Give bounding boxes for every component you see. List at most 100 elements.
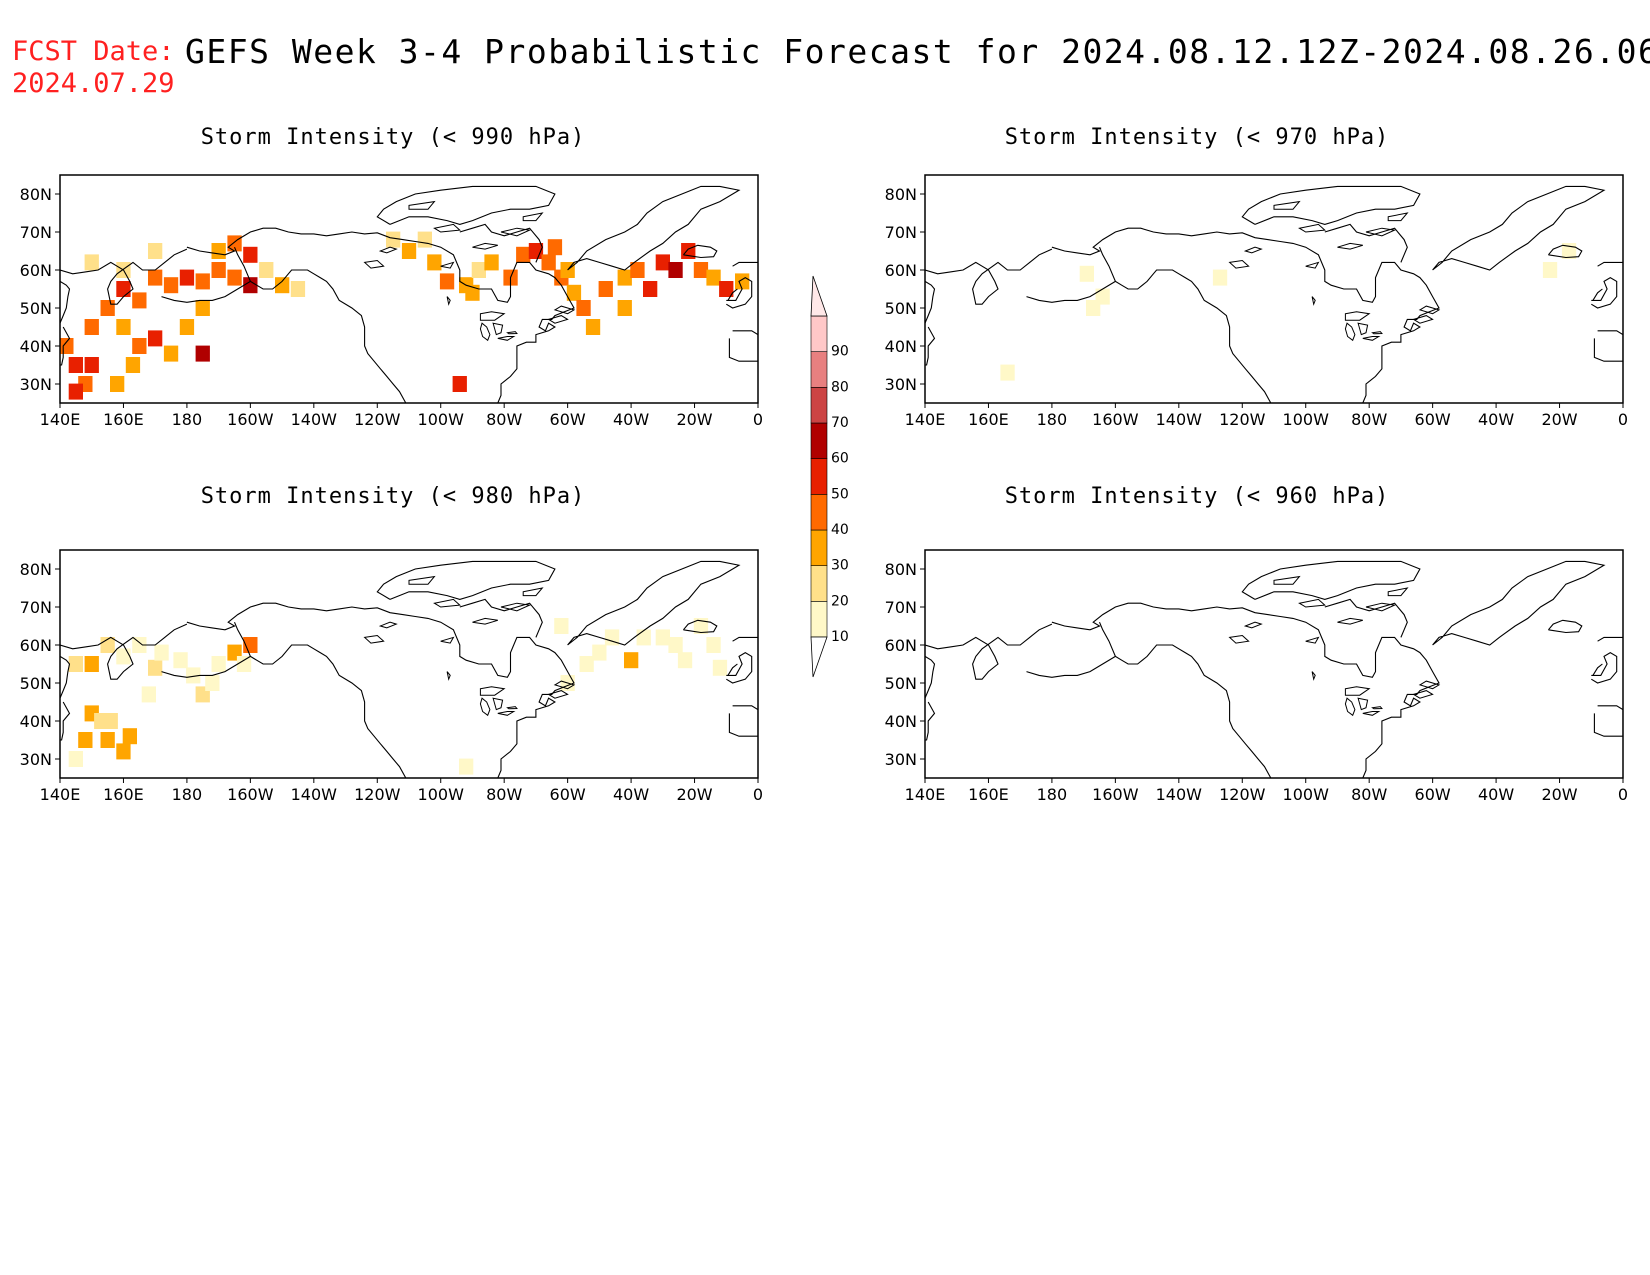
lon-tick-label: 160E [103, 410, 144, 429]
coastline [925, 326, 936, 366]
island-outline [1412, 315, 1434, 324]
probability-cell [243, 246, 258, 263]
lake-outline [1311, 296, 1316, 306]
island-outline [1365, 602, 1397, 612]
probability-cell [186, 667, 201, 684]
lat-tick-label: 60N [20, 261, 52, 280]
lon-tick-label: 120W [1219, 410, 1266, 429]
probability-cell [84, 254, 99, 271]
lake-outline [1344, 322, 1356, 342]
island-outline [522, 587, 544, 597]
probability-cell [1000, 364, 1015, 381]
lat-tick-label: 70N [885, 598, 917, 617]
lon-tick-label: 40W [613, 785, 649, 804]
lat-tick-label: 30N [885, 375, 917, 394]
coastline [732, 261, 758, 267]
panel-title-980: Storm Intensity (< 980 hPa) [200, 484, 586, 509]
coastline [925, 280, 936, 324]
probability-cell [655, 629, 670, 646]
lon-tick-label: 80W [1351, 785, 1387, 804]
probability-cell [227, 269, 242, 286]
probability-cell [103, 713, 118, 729]
probability-cell [236, 656, 252, 672]
coastline [376, 560, 556, 600]
probability-cell [68, 383, 83, 400]
lon-tick-label: 60W [1415, 785, 1451, 804]
colorbar-segment [810, 601, 828, 638]
probability-cell [148, 269, 163, 286]
island-outline [1298, 598, 1326, 608]
lon-tick-label: 140W [291, 785, 338, 804]
panel-title-990: Storm Intensity (< 990 hPa) [200, 125, 586, 150]
lat-tick-label: 60N [20, 636, 52, 655]
coastline [1051, 602, 1440, 778]
lake-outline [1243, 621, 1263, 629]
coastline [233, 621, 407, 778]
lake-outline [497, 336, 516, 341]
probability-cell [211, 262, 226, 278]
coastline [1597, 261, 1623, 267]
coastlines [60, 560, 758, 778]
colorbar-label: 70 [831, 415, 849, 431]
lake-outline [479, 686, 506, 696]
coastline [459, 598, 543, 638]
lake-outline [446, 671, 451, 681]
probability-field [60, 231, 750, 400]
lon-tick-label: 140E [40, 785, 81, 804]
coastline [925, 655, 936, 699]
lon-tick-label: 40W [1478, 785, 1514, 804]
coastline [726, 651, 753, 684]
lon-tick-label: 120W [354, 785, 401, 804]
lat-tick-label: 50N [885, 674, 917, 693]
island-outline [553, 305, 576, 315]
lon-tick-label: 160W [1092, 785, 1139, 804]
lon-tick-label: 180 [1037, 410, 1068, 429]
island-outline [408, 575, 436, 585]
probability-cell [68, 751, 83, 767]
map-frame [59, 174, 759, 404]
lake-outline [1243, 246, 1263, 254]
lake-outline [1305, 636, 1320, 644]
island-outline [553, 680, 576, 690]
probability-cell [84, 319, 99, 335]
probability-cell [110, 376, 125, 392]
lon-tick-label: 160W [1092, 410, 1139, 429]
island-outline [1418, 305, 1441, 315]
lat-tick-label: 50N [885, 299, 917, 318]
lon-tick-label: 160E [968, 785, 1009, 804]
coastline [1547, 244, 1583, 259]
probability-cell [179, 269, 195, 286]
lat-tick-label: 40N [20, 712, 52, 731]
island-outline [1273, 200, 1301, 210]
probability-cell [516, 246, 531, 263]
lat-tick-label: 30N [20, 750, 52, 769]
coastline [233, 246, 407, 403]
lon-tick-label: 160E [968, 410, 1009, 429]
map-panel-1: 80N 70N 60N 50N 40N 30N 140E 160E 180 160W 140W 120… [885, 174, 1628, 429]
lon-tick-label: 20W [676, 410, 712, 429]
colorbar-segment [810, 351, 828, 388]
colorbar: 10 20 30 40 50 60 70 80 90 [810, 275, 849, 678]
lat-tick-label: 30N [885, 750, 917, 769]
lon-tick-label: 60W [550, 785, 586, 804]
lake-outline [497, 711, 516, 716]
probability-cell [592, 644, 607, 661]
lon-tick-label: 140E [40, 410, 81, 429]
coastline [925, 248, 1053, 305]
colorbar-segment [810, 422, 828, 459]
coastline [567, 560, 741, 646]
probability-cell [484, 254, 499, 271]
coastline [925, 623, 1053, 680]
coastline [376, 185, 556, 225]
lat-tick-label: 80N [885, 185, 917, 204]
lon-tick-label: 140W [291, 410, 338, 429]
probability-cell [259, 262, 274, 278]
coastline [1597, 636, 1623, 642]
lon-tick-label: 40W [613, 410, 649, 429]
island-outline [1365, 227, 1397, 237]
probability-cell [84, 656, 99, 672]
coastline [1324, 598, 1408, 638]
lake-outline [1371, 706, 1383, 710]
probability-cell [719, 281, 734, 297]
probability-cell [706, 269, 721, 286]
